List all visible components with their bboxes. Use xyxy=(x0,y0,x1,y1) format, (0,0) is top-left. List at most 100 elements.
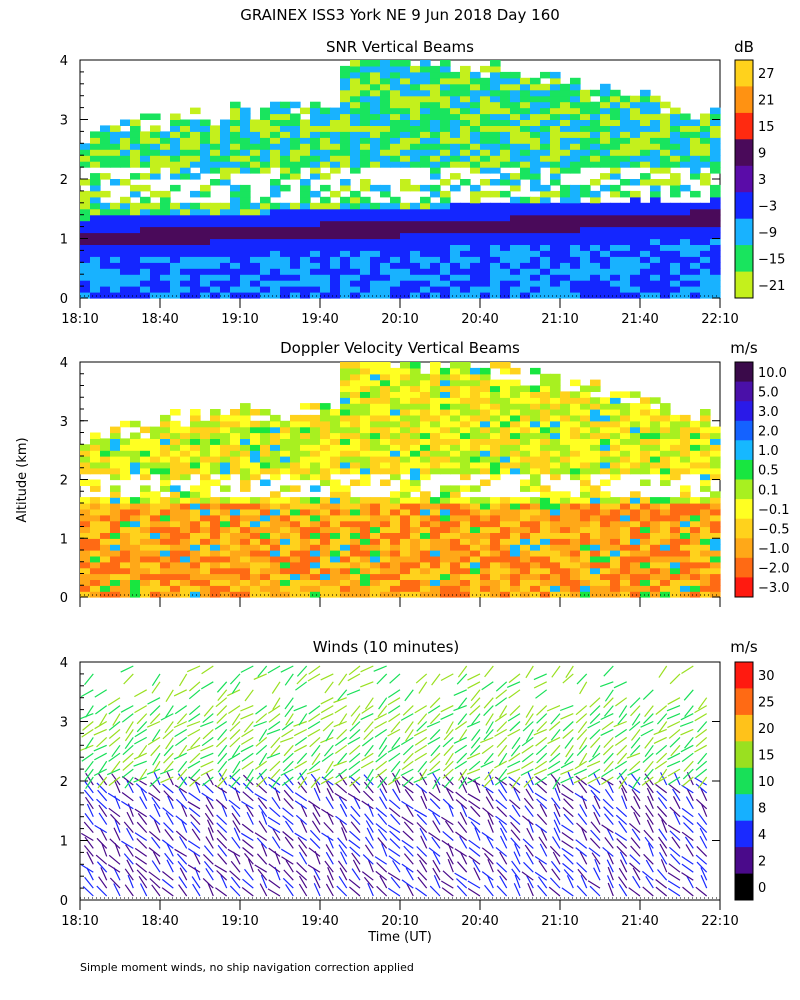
doppler-colorbar: 10.0 5.0 3.0 2.0 1.0 0.5 0.1 −0.1 −0.5 −1.0 −2.0 −3… xyxy=(734,361,790,598)
colorbar-label: 21 xyxy=(758,94,775,109)
x-tick-label: 19:10 xyxy=(221,312,258,327)
colorbar-swatch xyxy=(735,499,753,520)
y-tick-label: 3 xyxy=(60,716,68,731)
y-tick-label: 4 xyxy=(60,356,68,371)
colorbar-label: 15 xyxy=(758,749,775,764)
panel-winds: 0 1 2 3 4 18:10 18:40 19:10 19:40 20:10 20:40 21:10… xyxy=(60,638,775,929)
colorbar-label: 4 xyxy=(758,828,766,843)
colorbar-label: 30 xyxy=(758,669,775,684)
x-tick-label: 18:40 xyxy=(141,312,178,327)
x-tick-label: 18:10 xyxy=(61,312,98,327)
colorbar-frame xyxy=(734,361,754,598)
snr-colorbar-unit: dB xyxy=(734,38,754,56)
figure-title: GRAINEX ISS3 York NE 9 Jun 2018 Day 160 xyxy=(240,6,560,24)
colorbar-swatch xyxy=(735,688,753,716)
colorbar-swatch xyxy=(735,420,753,441)
colorbar-swatch xyxy=(735,218,753,246)
colorbar-swatch xyxy=(735,577,753,598)
x-tick-label: 18:40 xyxy=(141,914,178,929)
colorbar-label: −0.5 xyxy=(758,523,790,538)
colorbar-label: −3 xyxy=(758,199,777,214)
y-tick-label: 2 xyxy=(60,775,68,790)
colorbar-label: 3 xyxy=(758,173,766,188)
colorbar-swatch xyxy=(735,820,753,848)
colorbar-swatch xyxy=(735,440,753,461)
winds-plot-area: 0 1 2 3 4 18:10 18:40 19:10 19:40 20:10 20:40 21:10… xyxy=(60,656,739,929)
y-tick-label: 1 xyxy=(60,233,68,248)
colorbar-swatch xyxy=(735,518,753,539)
field-texture xyxy=(80,60,721,299)
colorbar-label: 15 xyxy=(758,120,775,135)
winds-panel-title: Winds (10 minutes) xyxy=(313,638,460,656)
colorbar-swatch xyxy=(735,794,753,822)
colorbar-label: 3.0 xyxy=(758,405,779,420)
colorbar-label: −3.0 xyxy=(758,581,790,596)
colorbar-swatch xyxy=(735,767,753,795)
colorbar-swatch xyxy=(735,847,753,874)
y-tick-label: 0 xyxy=(60,292,68,307)
y-tick-label: 4 xyxy=(60,54,68,69)
y-tick-label: 1 xyxy=(60,532,68,547)
colorbar-swatch xyxy=(735,245,753,272)
y-tick-label: 3 xyxy=(60,114,68,129)
colorbar-label: −15 xyxy=(758,252,785,267)
colorbar-swatch xyxy=(735,538,753,559)
colorbar-swatch xyxy=(735,714,753,742)
colorbar-swatch xyxy=(735,401,753,422)
y-tick-label: 3 xyxy=(60,415,68,430)
colorbar-label: 10.0 xyxy=(758,366,787,381)
panel-snr: 0 1 2 3 4 18:10 18:40 19:10 19:40 20:10 20:40 21:10… xyxy=(60,38,786,327)
x-tick-label: 20:10 xyxy=(381,914,418,929)
colorbar-swatch xyxy=(735,86,753,114)
field-texture xyxy=(80,362,721,598)
colorbar-swatch xyxy=(735,741,753,769)
y-tick-label: 2 xyxy=(60,474,68,489)
x-tick-label: 21:40 xyxy=(621,312,658,327)
y-tick-label: 4 xyxy=(60,656,68,671)
colorbar-label: 2.0 xyxy=(758,425,779,440)
x-tick-label: 22:10 xyxy=(701,312,738,327)
colorbar-swatch xyxy=(735,362,753,383)
x-tick-label: 19:10 xyxy=(221,914,258,929)
colorbar-label: −0.1 xyxy=(758,503,790,518)
x-tick-label: 21:10 xyxy=(541,312,578,327)
colorbar-label: −1.0 xyxy=(758,542,790,557)
colorbar-swatch xyxy=(735,60,753,87)
colorbar-swatch xyxy=(735,139,753,167)
colorbar-label: 9 xyxy=(758,147,766,162)
snr-plot-area: 0 1 2 3 4 18:10 18:40 19:10 19:40 20:10 20:40 21:10… xyxy=(60,54,739,327)
colorbar-label: −21 xyxy=(758,279,785,294)
panel-doppler: 0 1 2 3 4 Doppler Velocity Vertical Beams m/… xyxy=(60,339,790,607)
plot-frame xyxy=(79,661,721,901)
x-tick-label: 19:40 xyxy=(301,312,338,327)
colorbar-label: 20 xyxy=(758,722,775,737)
colorbar-label: 0 xyxy=(758,881,766,896)
x-tick-label: 19:40 xyxy=(301,914,338,929)
doppler-colorbar-unit: m/s xyxy=(730,339,758,357)
colorbar-label: 1.0 xyxy=(758,444,779,459)
colorbar-swatch xyxy=(735,381,753,402)
colorbar-label: 25 xyxy=(758,696,775,711)
colorbar-label: 10 xyxy=(758,775,775,790)
colorbar-label: 2 xyxy=(758,854,766,869)
colorbar-swatch xyxy=(735,112,753,140)
colorbar-swatch xyxy=(735,271,753,299)
doppler-plot-area: 0 1 2 3 4 xyxy=(60,356,721,607)
y-tick-label: 0 xyxy=(60,894,68,909)
x-tick-label: 20:10 xyxy=(381,312,418,327)
colorbar-label: 0.5 xyxy=(758,464,779,479)
x-tick-label: 18:10 xyxy=(61,914,98,929)
colorbar-frame xyxy=(734,59,754,299)
colorbar-swatch xyxy=(735,662,753,689)
doppler-panel-title: Doppler Velocity Vertical Beams xyxy=(280,339,520,357)
colorbar-swatch xyxy=(735,165,753,193)
x-tick-label: 20:40 xyxy=(461,312,498,327)
colorbar-label: −2.0 xyxy=(758,562,790,577)
colorbar-label: 5.0 xyxy=(758,385,779,400)
colorbar-swatch xyxy=(735,459,753,480)
footnote: Simple moment winds, no ship navigation … xyxy=(80,961,414,974)
colorbar-label: 0.1 xyxy=(758,483,779,498)
x-tick-label: 21:10 xyxy=(541,914,578,929)
